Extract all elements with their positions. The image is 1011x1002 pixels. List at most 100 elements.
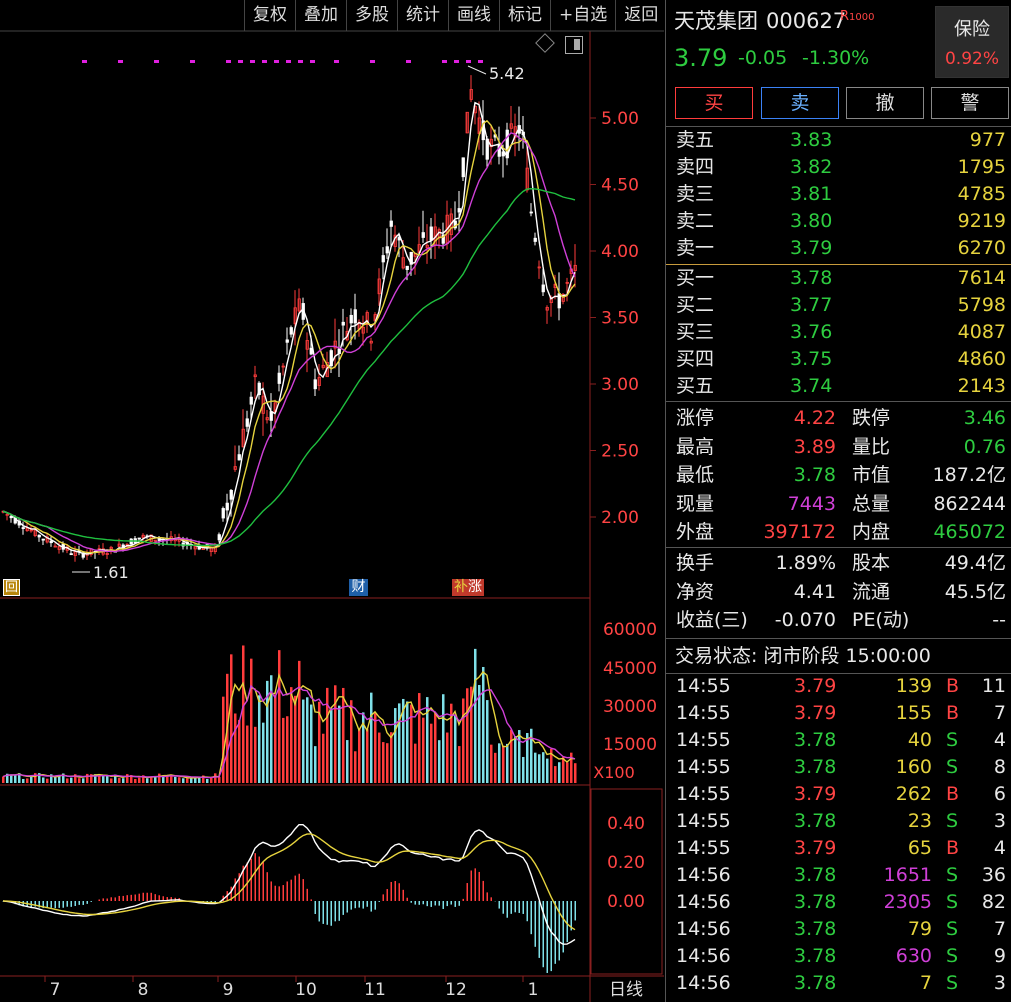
x-tick: 9 bbox=[223, 980, 234, 1000]
macd-bar bbox=[346, 901, 348, 913]
macd-tick: 0.40 bbox=[607, 814, 645, 834]
volume-bar bbox=[362, 712, 365, 783]
stat-value: 7443 bbox=[787, 492, 836, 515]
volume-bar bbox=[34, 773, 37, 783]
macd-bar bbox=[254, 853, 256, 901]
macd-bar bbox=[298, 873, 300, 901]
window-toggle-icon[interactable] bbox=[565, 36, 583, 54]
macd-panel bbox=[2, 824, 576, 973]
candle-body bbox=[541, 284, 545, 293]
macd-bar bbox=[374, 901, 376, 910]
price-change-pct: -1.30% bbox=[802, 47, 870, 69]
toolbar-item-6[interactable]: +自选 bbox=[550, 0, 615, 31]
ask-volume: 9219 bbox=[957, 210, 1006, 232]
macd-bar bbox=[150, 892, 152, 901]
volume-bar bbox=[418, 693, 421, 783]
candle-body bbox=[221, 508, 225, 519]
cancel-button[interactable]: 撤 bbox=[846, 87, 924, 119]
marker-cai[interactable]: 财 bbox=[349, 579, 368, 596]
volume-bar bbox=[166, 775, 169, 783]
bid-row: 买四 3.75 4860 bbox=[666, 346, 1011, 373]
marker-zhang[interactable]: 补涨 bbox=[452, 579, 484, 596]
volume-bar bbox=[358, 728, 361, 783]
macd-bar bbox=[446, 901, 448, 907]
macd-bar bbox=[282, 885, 284, 901]
candle-body bbox=[425, 244, 429, 249]
toolbar-item-4[interactable]: 画线 bbox=[448, 0, 499, 31]
volume-bar bbox=[414, 743, 417, 783]
toolbar-item-0[interactable]: 复权 bbox=[244, 0, 295, 31]
candle-body bbox=[45, 536, 49, 543]
high-arrow bbox=[467, 65, 487, 75]
macd-bar bbox=[366, 901, 368, 907]
price-tick: 5.00 bbox=[601, 109, 639, 129]
macd-bar bbox=[566, 901, 568, 943]
volume-bar bbox=[286, 716, 289, 783]
sector-box[interactable]: 保险 0.92% bbox=[935, 6, 1009, 78]
candle-body bbox=[293, 307, 297, 325]
volume-bar bbox=[146, 778, 149, 783]
macd-bar bbox=[342, 901, 344, 915]
macd-bar bbox=[406, 897, 408, 901]
volume-bar bbox=[342, 687, 345, 783]
volume-bar bbox=[518, 730, 521, 783]
toolbar-item-2[interactable]: 多股 bbox=[346, 0, 397, 31]
fund-value: 45.5亿 bbox=[944, 580, 1006, 603]
signal-dot bbox=[238, 60, 243, 63]
sell-button[interactable]: 卖 bbox=[761, 87, 839, 119]
volume-bar bbox=[266, 680, 269, 783]
tick-time: 14:55 bbox=[676, 702, 731, 724]
macd-bar bbox=[570, 901, 572, 931]
candle-body bbox=[157, 539, 161, 541]
volume-bar bbox=[142, 775, 145, 783]
toolbar-item-1[interactable]: 叠加 bbox=[295, 0, 346, 31]
volume-bar bbox=[162, 775, 165, 783]
volume-bar bbox=[250, 658, 253, 783]
stat-value: 0.76 bbox=[963, 435, 1006, 458]
alert-button[interactable]: 警 bbox=[931, 87, 1009, 119]
volume-bar bbox=[198, 777, 201, 783]
candle-body bbox=[229, 489, 233, 500]
macd-bar bbox=[514, 901, 516, 913]
ask-price: 3.82 bbox=[790, 156, 833, 178]
volume-bar bbox=[210, 777, 213, 783]
volume-bar bbox=[6, 773, 9, 783]
toolbar-item-5[interactable]: 标记 bbox=[499, 0, 550, 31]
volume-bar bbox=[474, 648, 477, 783]
tick-price: 3.78 bbox=[794, 945, 837, 967]
volume-bar bbox=[462, 698, 465, 783]
signal-dot bbox=[274, 60, 279, 63]
macd-bar bbox=[354, 901, 356, 909]
volume-bar bbox=[310, 704, 313, 783]
candle-body bbox=[9, 515, 13, 519]
tick-row: 14:55 3.79 262 B 6 bbox=[666, 781, 1011, 808]
tick-volume: 7 bbox=[919, 972, 932, 994]
ma-line bbox=[2, 119, 576, 554]
macd-bar bbox=[442, 901, 444, 909]
macd-bar bbox=[290, 879, 292, 901]
macd-bar bbox=[230, 886, 232, 901]
marker-hui[interactable]: 回 bbox=[3, 579, 20, 596]
stat-label: 内盘 bbox=[852, 521, 891, 543]
macd-bar bbox=[114, 897, 116, 901]
macd-bar bbox=[474, 868, 476, 901]
volume-bar bbox=[322, 733, 325, 783]
kline-chart[interactable]: 5.00 4.50 4.00 3.50 3.00 2.50 2.00 60000 45000 30… bbox=[0, 0, 664, 1002]
macd-bar bbox=[146, 892, 148, 901]
buy-button[interactable]: 买 bbox=[675, 87, 753, 119]
volume-bar bbox=[202, 775, 205, 783]
ask-row: 卖五 3.83 977 bbox=[666, 127, 1011, 154]
quote-panel: 天茂集团 000627 R1000 3.79 -0.05 -1.30% 保险 0… bbox=[665, 0, 1011, 1002]
tick-row: 14:55 3.78 160 S 8 bbox=[666, 754, 1011, 781]
macd-bar bbox=[410, 901, 412, 903]
volume-bar bbox=[242, 645, 245, 783]
volume-tick: 30000 bbox=[603, 697, 657, 717]
tick-row: 14:56 3.78 2305 S 82 bbox=[666, 889, 1011, 916]
stat-value: 3.78 bbox=[793, 464, 836, 486]
toolbar-item-3[interactable]: 统计 bbox=[397, 0, 448, 31]
volume-bar bbox=[530, 728, 533, 783]
macd-bar bbox=[286, 881, 288, 901]
macd-line bbox=[2, 833, 576, 931]
toolbar-item-7[interactable]: 返回 bbox=[615, 0, 666, 31]
volume-bar bbox=[2, 776, 5, 783]
